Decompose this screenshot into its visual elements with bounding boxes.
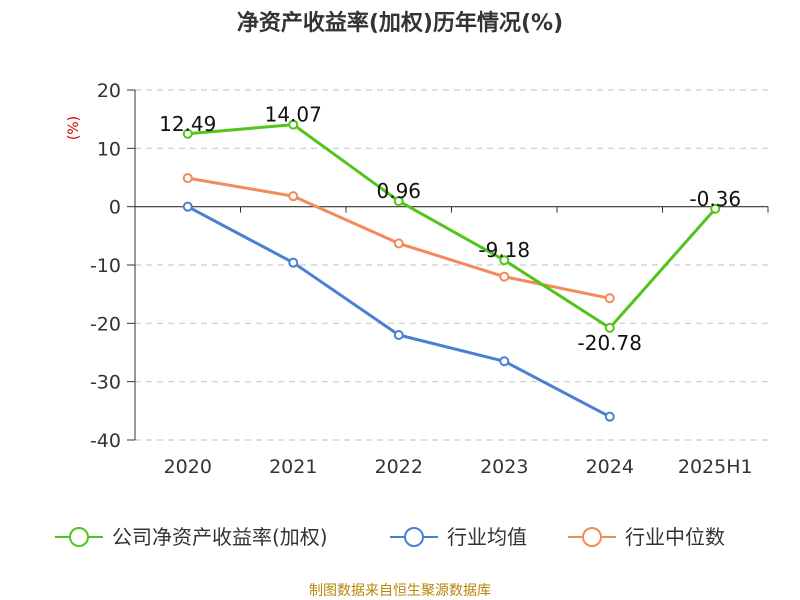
data-point bbox=[604, 411, 615, 422]
legend-swatch-marker bbox=[404, 527, 424, 547]
x-tick-label: 2024 bbox=[586, 456, 634, 478]
legend-swatch-marker bbox=[69, 527, 89, 547]
data-label: -9.18 bbox=[478, 238, 530, 262]
data-point bbox=[499, 356, 510, 367]
grid-lines bbox=[135, 89, 768, 441]
legend-label: 行业均值 bbox=[447, 525, 527, 549]
data-point bbox=[288, 119, 299, 130]
series-line bbox=[187, 123, 717, 330]
data-point bbox=[604, 293, 615, 304]
data-label: 14.07 bbox=[265, 103, 322, 127]
data-point bbox=[393, 330, 404, 340]
data-point bbox=[499, 271, 510, 282]
y-tick-label: -10 bbox=[90, 255, 121, 277]
x-tick-label: 2020 bbox=[164, 456, 212, 478]
legend-label: 行业中位数 bbox=[625, 525, 725, 549]
y-axis-label: (%) bbox=[66, 116, 82, 140]
series bbox=[182, 119, 721, 422]
y-tick-label: -30 bbox=[90, 372, 121, 394]
y-tick-label: 10 bbox=[97, 138, 121, 160]
data-point bbox=[710, 203, 721, 214]
series-line bbox=[187, 205, 611, 419]
source-note: 制图数据来自恒生聚源数据库 bbox=[309, 583, 491, 599]
chart-title: 净资产收益率(加权)历年情况(%) bbox=[237, 10, 563, 36]
data-point bbox=[288, 257, 299, 268]
data-label: -0.36 bbox=[689, 187, 741, 211]
data-label: 12.49 bbox=[159, 112, 216, 136]
legend-swatch-marker bbox=[582, 527, 602, 547]
data-point bbox=[288, 191, 299, 202]
data-point bbox=[393, 238, 404, 249]
data-label: -20.78 bbox=[578, 331, 642, 355]
y-tick-label: -40 bbox=[90, 430, 121, 452]
axes: 20 10 0 -10 -20 -30 -40 2020 2021 2022 2023 2024 202… bbox=[90, 80, 769, 478]
legend-label: 公司净资产收益率(加权) bbox=[112, 525, 328, 549]
y-tick-label: 0 bbox=[109, 197, 121, 219]
data-point bbox=[393, 196, 404, 207]
data-point bbox=[604, 322, 615, 333]
data-point bbox=[182, 201, 193, 212]
data-labels: 12.49 14.07 0.96 -9.18 -20.78 -0.36 bbox=[159, 103, 741, 355]
y-tick-label: 20 bbox=[97, 80, 121, 102]
data-point bbox=[182, 128, 193, 139]
x-tick-label: 2021 bbox=[269, 456, 317, 478]
data-label: 0.96 bbox=[376, 179, 421, 203]
data-point bbox=[182, 173, 193, 184]
x-tick-label: 2022 bbox=[375, 456, 423, 478]
x-tick-label: 2023 bbox=[480, 456, 528, 478]
data-point bbox=[499, 255, 510, 266]
legend: 公司净资产收益率(加权) 行业均值 行业中位数 bbox=[55, 525, 725, 549]
x-tick-label: 2025H1 bbox=[678, 456, 753, 478]
y-tick-label: -20 bbox=[90, 313, 121, 335]
